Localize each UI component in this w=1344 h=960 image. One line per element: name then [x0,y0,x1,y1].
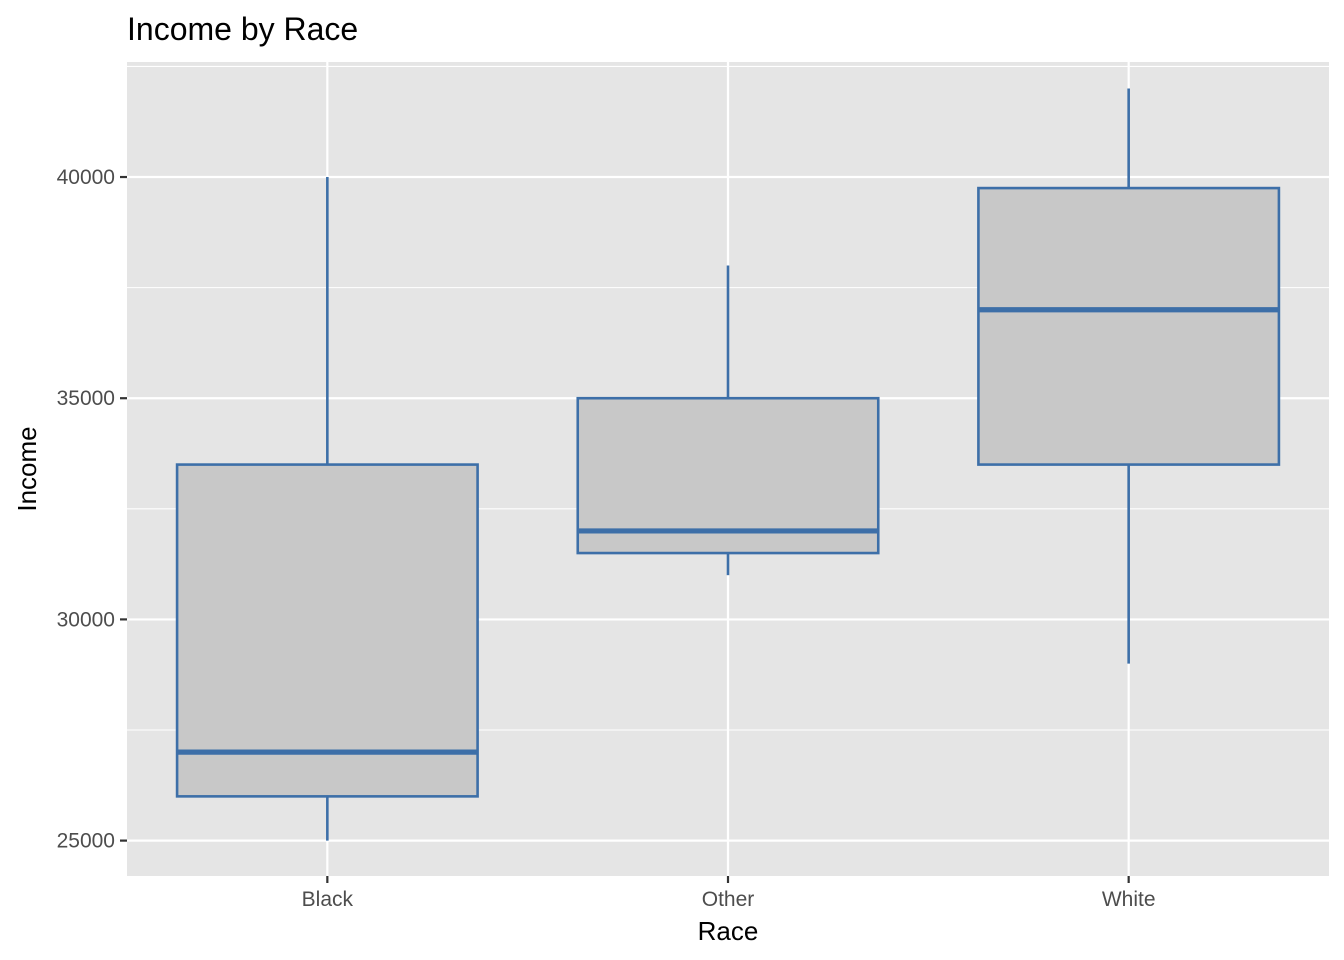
boxes [175,88,1281,841]
box-iqr [576,396,880,555]
y-tick-label: 35000 [57,387,115,410]
x-tick-label: White [1102,888,1156,911]
y-axis-title: Income [12,426,42,511]
x-tick-label: Black [302,888,354,911]
y-tick-label: 40000 [57,166,115,189]
box-black [175,177,479,841]
y-axis: 25000 30000 35000 40000 [57,166,127,853]
x-axis-title: Race [698,916,759,946]
y-tick-label: 30000 [57,608,115,631]
box-other [576,265,880,576]
x-tick-label: Other [702,888,755,911]
box-iqr [977,186,1281,466]
box-white [977,88,1281,664]
chart-title: Income by Race [127,11,358,47]
box-iqr [175,463,479,798]
y-tick-label: 25000 [57,830,115,853]
x-axis: Black Other White [302,876,1156,911]
